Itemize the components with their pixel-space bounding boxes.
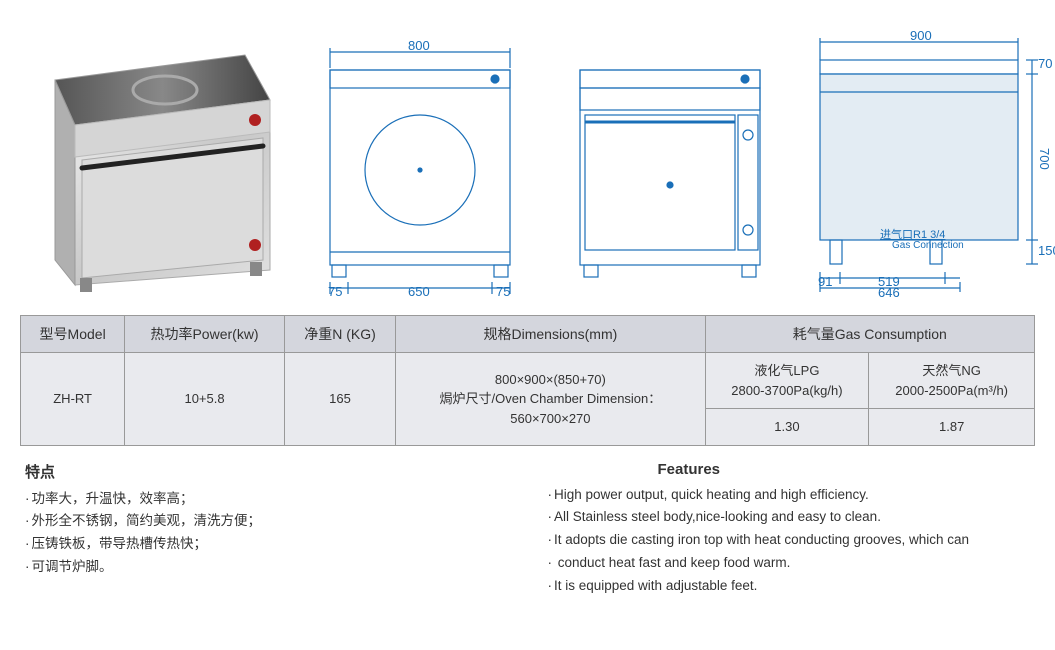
features-cn-list: 功率大，升温快，效率高； 外形全不锈钢，简约美观，清洗方便； 压铸铁板，带导热槽…: [25, 488, 508, 580]
diagram-side: 900 70 700 150 91 519 646 进气口R1 3/4 Gas …: [800, 30, 1055, 300]
diagram-front: 800 75 650 75: [300, 40, 540, 300]
dim-front-l: 75: [328, 284, 342, 299]
th-weight: 净重N (KG): [284, 316, 395, 353]
dim-side-foot: 150: [1038, 243, 1055, 258]
list-item: 功率大，升温快，效率高；: [25, 488, 508, 511]
features-cn-title: 特点: [25, 461, 508, 482]
dims-l3: 560×700×270: [510, 411, 590, 426]
th-model: 型号Model: [21, 316, 125, 353]
dim-side-top: 70: [1038, 56, 1052, 71]
features-en-title: Features: [548, 461, 1031, 478]
features-en: Features High power output, quick heatin…: [548, 461, 1031, 599]
gas-label-en: Gas Connection: [892, 240, 964, 251]
td-power: 10+5.8: [125, 353, 285, 446]
td-dims: 800×900×(850+70) 焗炉尺寸/Oven Chamber Dimen…: [396, 353, 705, 446]
technical-diagrams: 800 75 650 75: [300, 30, 1055, 300]
features-cn: 特点 功率大，升温快，效率高； 外形全不锈钢，简约美观，清洗方便； 压铸铁板，带…: [25, 461, 508, 599]
td-lpg-h: 液化气LPG 2800-3700Pa(kg/h): [705, 353, 869, 409]
list-item: 压铸铁板，带导热槽传热快；: [25, 533, 508, 556]
td-weight: 165: [284, 353, 395, 446]
features-en-list: High power output, quick heating and hig…: [548, 484, 1031, 599]
top-section: 800 75 650 75: [0, 0, 1055, 310]
th-power: 热功率Power(kw): [125, 316, 285, 353]
td-lpg-v: 1.30: [705, 409, 869, 446]
td-ng-v: 1.87: [869, 409, 1035, 446]
ng-p: 2000-2500Pa(m³/h): [895, 383, 1008, 398]
dim-side-bt: 646: [878, 285, 900, 300]
table-header-row: 型号Model 热功率Power(kw) 净重N (KG) 规格Dimensio…: [21, 316, 1035, 353]
th-gas: 耗气量Gas Consumption: [705, 316, 1034, 353]
dim-front-m: 650: [408, 284, 430, 299]
list-item: It adopts die casting iron top with heat…: [548, 529, 1031, 552]
list-item: High power output, quick heating and hig…: [548, 484, 1031, 507]
dim-side-width: 900: [910, 28, 932, 43]
td-ng-h: 天然气NG 2000-2500Pa(m³/h): [869, 353, 1035, 409]
dims-l2: 焗炉尺寸/Oven Chamber Dimension：: [439, 391, 661, 406]
th-dims: 规格Dimensions(mm): [396, 316, 705, 353]
ng-label: 天然气NG: [922, 363, 981, 378]
lpg-label: 液化气LPG: [754, 363, 819, 378]
lpg-p: 2800-3700Pa(kg/h): [731, 383, 842, 398]
list-item: 可调节炉脚。: [25, 556, 508, 579]
td-model: ZH-RT: [21, 353, 125, 446]
features-section: 特点 功率大，升温快，效率高； 外形全不锈钢，简约美观，清洗方便； 压铸铁板，带…: [0, 451, 1055, 609]
list-item: It is equipped with adjustable feet.: [548, 575, 1031, 598]
product-photo: [20, 20, 280, 300]
dim-side-h: 700: [1037, 148, 1052, 170]
list-item: All Stainless steel body,nice-looking an…: [548, 506, 1031, 529]
dim-front-r: 75: [496, 284, 510, 299]
list-item: conduct heat fast and keep food warm.: [548, 552, 1031, 575]
dim-front-width: 800: [408, 38, 430, 53]
list-item: 外形全不锈钢，简约美观，清洗方便；: [25, 510, 508, 533]
dim-side-bl: 91: [818, 274, 832, 289]
dims-l1: 800×900×(850+70): [495, 372, 606, 387]
table-row: ZH-RT 10+5.8 165 800×900×(850+70) 焗炉尺寸/O…: [21, 353, 1035, 409]
diagram-front-door: [570, 40, 770, 300]
spec-table: 型号Model 热功率Power(kw) 净重N (KG) 规格Dimensio…: [20, 315, 1035, 446]
